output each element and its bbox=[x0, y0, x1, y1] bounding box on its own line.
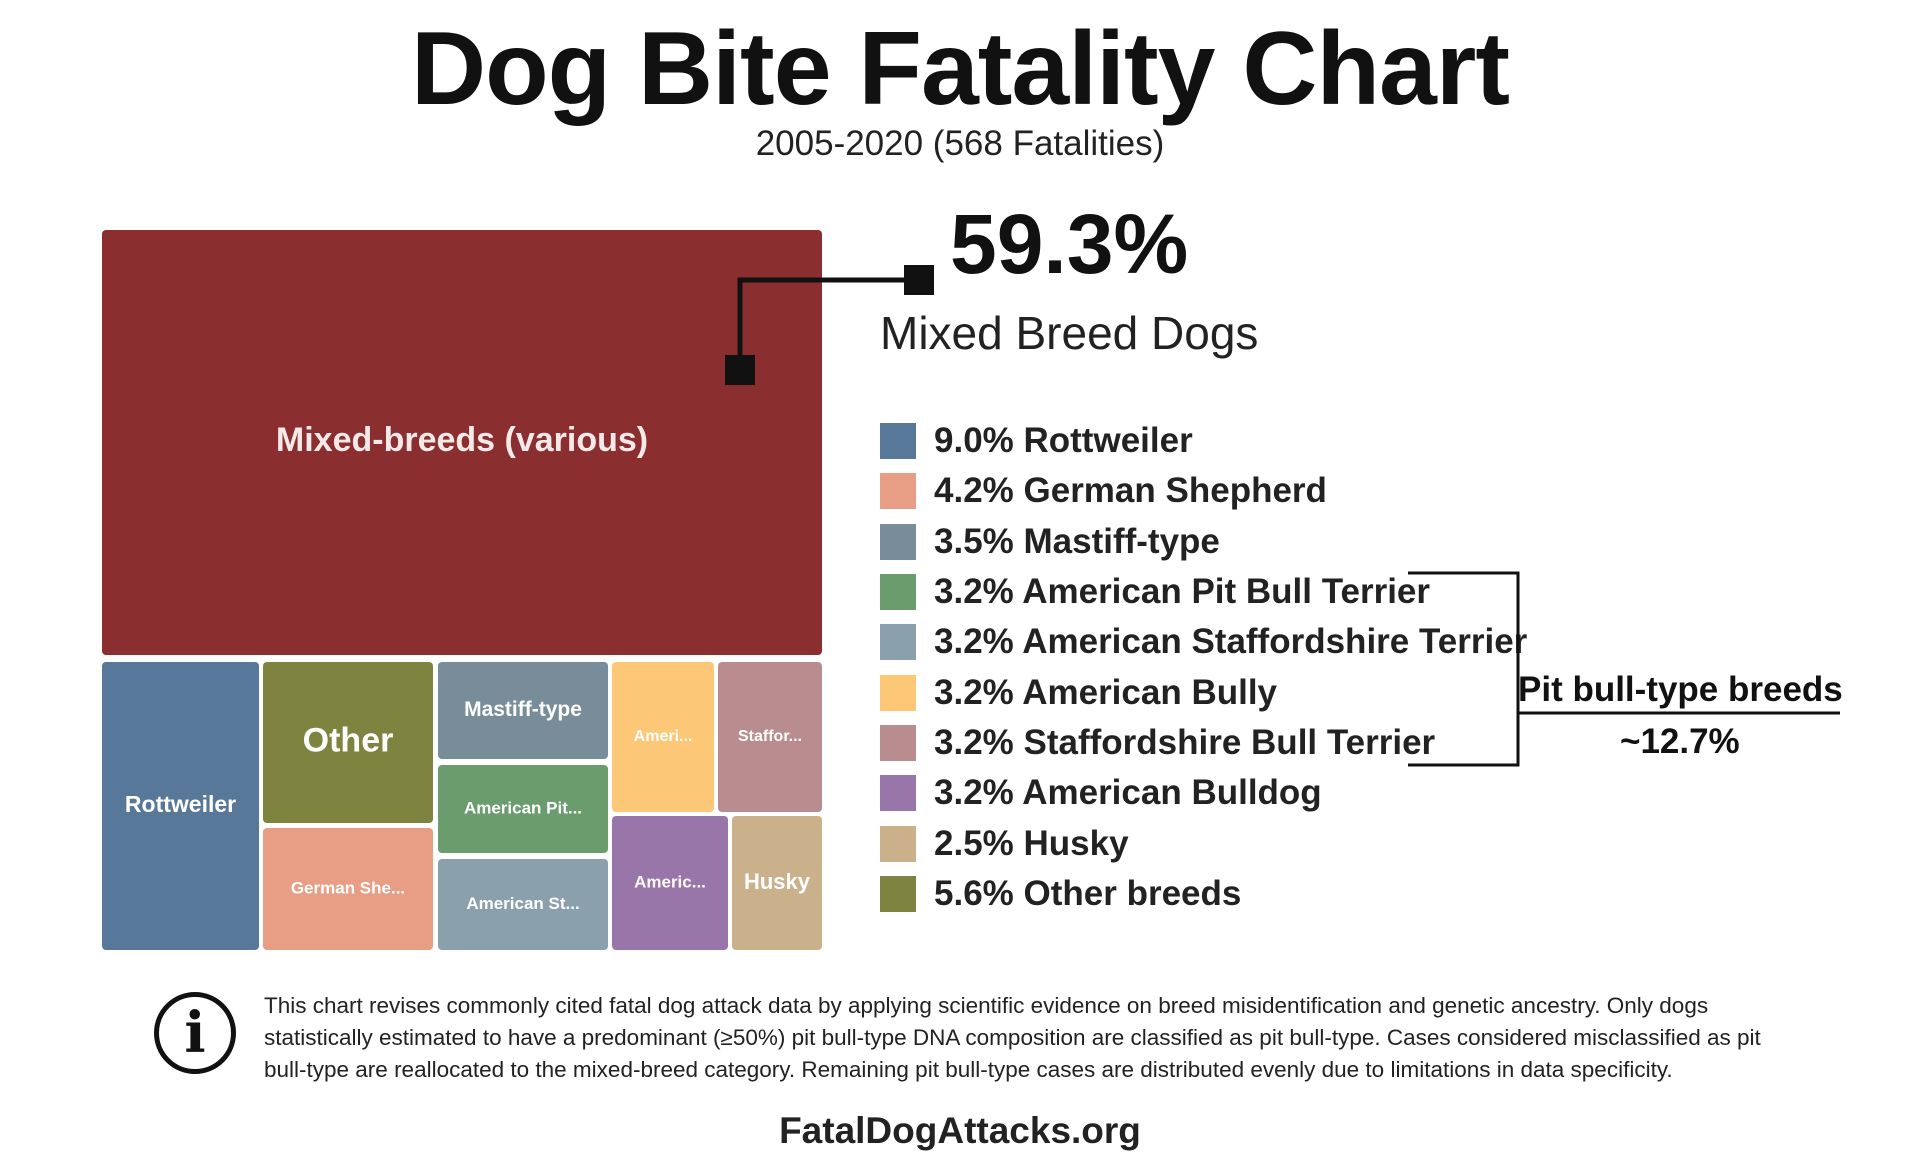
info-icon: i bbox=[154, 992, 236, 1074]
treemap-label-other: Other bbox=[303, 721, 394, 759]
legend-item: 3.2% Staffordshire Bull Terrier bbox=[880, 718, 1527, 768]
footer-site[interactable]: FatalDogAttacks.org bbox=[779, 1110, 1141, 1151]
treemap-tile-american-st[interactable] bbox=[438, 859, 608, 950]
treemap-tile-staffor[interactable] bbox=[718, 662, 822, 812]
callout-connector bbox=[737, 277, 918, 370]
legend-swatch bbox=[880, 674, 916, 711]
treemap-tile-american-pit[interactable] bbox=[438, 765, 608, 853]
legend-swatch bbox=[880, 724, 916, 761]
treemap-label-american-st: American St... bbox=[466, 894, 579, 913]
legend-item: 9.0% Rottweiler bbox=[880, 416, 1527, 466]
treemap-label-ameri: Ameri... bbox=[634, 728, 693, 745]
legend-item: 3.2% American Bulldog bbox=[880, 768, 1527, 818]
legend-swatch bbox=[880, 574, 916, 611]
legend-swatch bbox=[880, 473, 916, 510]
legend-item: 3.5% Mastiff-type bbox=[880, 517, 1527, 567]
treemap-tile-german-she[interactable] bbox=[263, 828, 433, 950]
legend-item: 3.2% American Pit Bull Terrier bbox=[880, 567, 1527, 617]
legend-swatch bbox=[880, 825, 916, 862]
chart-title: Dog Bite Fatality Chart bbox=[411, 11, 1510, 127]
legend: 9.0% Rottweiler 4.2% German Shepherd 3.5% … bbox=[880, 416, 1527, 919]
treemap-label-husky: Husky bbox=[744, 869, 811, 894]
legend-label: 4.2% German Shepherd bbox=[934, 471, 1327, 511]
legend-label: 3.2% American Pit Bull Terrier bbox=[934, 572, 1431, 612]
pit-bull-group-label: Pit bull-type breeds bbox=[1518, 670, 1843, 709]
legend-item: 3.2% American Bully bbox=[880, 667, 1527, 717]
legend-item: 4.2% German Shepherd bbox=[880, 466, 1527, 516]
treemap-tile-husky[interactable] bbox=[732, 816, 822, 950]
methodology-note: This chart revises commonly cited fatal … bbox=[264, 993, 1761, 1082]
legend-label: 3.2% American Staffordshire Terrier bbox=[934, 622, 1528, 662]
legend-label: 3.5% Mastiff-type bbox=[934, 521, 1220, 561]
treemap-label-americ: Americ... bbox=[634, 872, 706, 891]
treemap-label-rottweiler: Rottweiler bbox=[125, 791, 236, 817]
legend-item: 5.6% Other breeds bbox=[880, 869, 1527, 919]
treemap-tile-ameri[interactable] bbox=[612, 662, 714, 812]
legend-label: 3.2% American Bulldog bbox=[934, 773, 1322, 813]
legend-swatch bbox=[880, 423, 916, 460]
legend-label: 3.2% American Bully bbox=[934, 672, 1278, 712]
treemap-tile-americ[interactable] bbox=[612, 816, 728, 950]
legend-swatch bbox=[880, 775, 916, 812]
legend-swatch bbox=[880, 875, 916, 912]
treemap-tile-mastiff-type[interactable] bbox=[438, 662, 608, 759]
highlight-percent: 59.3% bbox=[950, 197, 1189, 291]
callout-end-marker bbox=[904, 265, 934, 295]
legend-label: 3.2% Staffordshire Bull Terrier bbox=[934, 722, 1436, 762]
legend-label: 2.5% Husky bbox=[934, 823, 1129, 863]
treemap-label-mixed-breeds-various: Mixed-breeds (various) bbox=[276, 421, 648, 459]
legend-swatch bbox=[880, 523, 916, 560]
legend-swatch bbox=[880, 624, 916, 661]
treemap-label-mastiff-type: Mastiff-type bbox=[464, 698, 582, 721]
treemap-tile-mixed-breeds-various[interactable] bbox=[102, 230, 822, 655]
callout-start-marker bbox=[725, 355, 755, 385]
treemap-tile-rottweiler[interactable] bbox=[102, 662, 259, 950]
treemap-label-staffor: Staffor... bbox=[738, 728, 802, 745]
highlight-label: Mixed Breed Dogs bbox=[880, 307, 1259, 359]
treemap-label-german-she: German She... bbox=[291, 878, 405, 897]
pit-bull-group-percent: ~12.7% bbox=[1620, 722, 1740, 761]
treemap-label-american-pit: American Pit... bbox=[464, 798, 582, 817]
legend-item: 2.5% Husky bbox=[880, 818, 1527, 868]
legend-label: 9.0% Rottweiler bbox=[934, 421, 1193, 461]
chart-subtitle: 2005-2020 (568 Fatalities) bbox=[755, 124, 1165, 163]
treemap-tile-other[interactable] bbox=[263, 662, 433, 823]
legend-label: 5.6% Other breeds bbox=[934, 873, 1242, 913]
legend-item: 3.2% American Staffordshire Terrier bbox=[880, 617, 1527, 667]
